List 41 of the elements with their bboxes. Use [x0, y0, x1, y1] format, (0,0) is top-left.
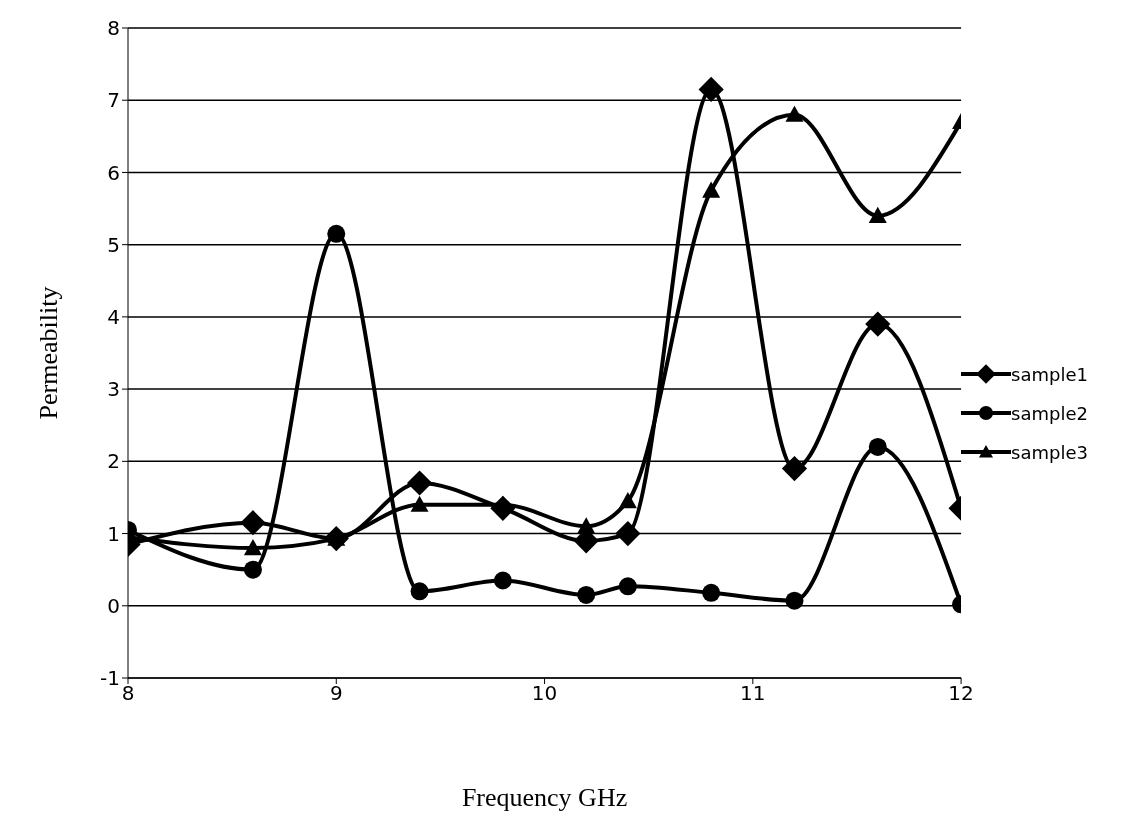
point: [577, 517, 596, 534]
y-tick-label: 4: [107, 304, 120, 329]
y-axis-title: Permeability: [34, 286, 64, 420]
point: [702, 583, 721, 602]
x-tick-label: 10: [531, 681, 558, 706]
legend-label: sample3: [1011, 441, 1088, 463]
legend-label: sample2: [1011, 402, 1088, 424]
x-axis-title: Frequency GHz: [461, 783, 628, 813]
point: [243, 539, 262, 556]
x-tick-label: 9: [329, 681, 343, 706]
y-tick-label: 3: [107, 377, 120, 402]
point: [698, 76, 724, 102]
y-tick-label: 2: [107, 449, 120, 474]
point: [781, 455, 808, 482]
point: [243, 560, 262, 579]
point: [410, 495, 429, 512]
point: [702, 181, 721, 198]
y-tick-label: 1: [107, 521, 120, 546]
x-tick-label: 12: [948, 681, 974, 706]
point: [615, 520, 641, 547]
point: [410, 582, 429, 601]
point: [785, 105, 804, 122]
point: [868, 206, 887, 223]
point: [577, 585, 596, 604]
point: [493, 571, 512, 590]
x-tick-label: 11: [740, 681, 766, 706]
point: [618, 492, 637, 509]
y-tick-label: 7: [107, 88, 120, 113]
point: [406, 470, 433, 496]
point: [868, 437, 887, 456]
y-tick-label: -1: [100, 666, 120, 691]
y-tick-label: 0: [107, 593, 120, 618]
point: [618, 577, 637, 596]
y-tick-label: 8: [107, 16, 120, 41]
y-tick-label: 6: [107, 160, 120, 185]
point: [865, 311, 891, 337]
point: [240, 510, 266, 536]
point: [785, 591, 804, 610]
point: [327, 224, 346, 243]
legend-label: sample1: [1011, 363, 1088, 385]
y-tick-label: 5: [107, 232, 120, 257]
